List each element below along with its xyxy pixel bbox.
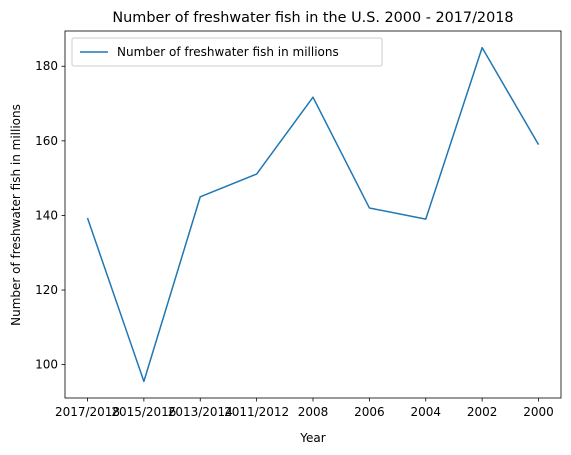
- x-tick-label: 2000: [523, 405, 554, 419]
- legend-label: Number of freshwater fish in millions: [117, 45, 339, 59]
- y-tick-label: 120: [35, 283, 58, 297]
- x-tick-label: 2006: [354, 405, 385, 419]
- x-tick-label: 2004: [410, 405, 441, 419]
- x-tick-label: 2017/2018: [55, 405, 120, 419]
- x-tick-label: 2013/2014: [168, 405, 233, 419]
- x-tick-label: 2011/2012: [224, 405, 289, 419]
- x-tick-label: 2002: [467, 405, 498, 419]
- legend-box: [71, 37, 383, 67]
- y-axis-ticks: 100 120 140 160 180: [35, 59, 65, 372]
- y-tick-label: 140: [35, 208, 58, 222]
- y-tick-label: 180: [35, 59, 58, 73]
- y-tick-label: 100: [35, 358, 58, 372]
- y-axis-label: Number of freshwater fish in millions: [9, 104, 23, 326]
- series-lines: [86, 46, 540, 383]
- x-tick-label: 2008: [298, 405, 329, 419]
- y-tick-label: 160: [35, 134, 58, 148]
- x-tick-label: 2015/2016: [111, 405, 176, 419]
- chart-title: Number of freshwater fish in the U.S. 20…: [112, 10, 513, 26]
- plot-area: [64, 30, 562, 399]
- legend: Number of freshwater fish in millions: [71, 37, 383, 67]
- x-axis-label: Year: [299, 431, 325, 445]
